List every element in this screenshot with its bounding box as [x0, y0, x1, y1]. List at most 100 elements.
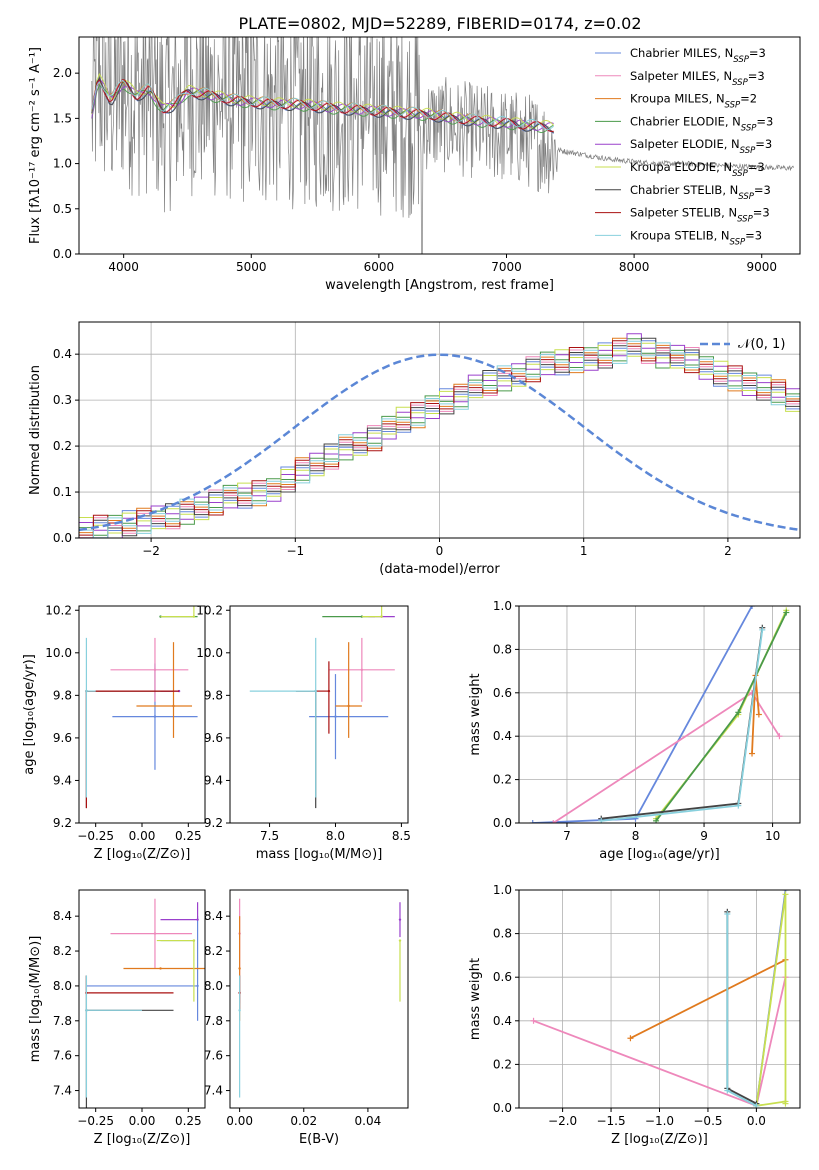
y-tick-label: 10.0	[196, 646, 223, 660]
x-tick-label: 6000	[364, 260, 395, 274]
y-axis-label: Flux [fλ10⁻¹⁷ erg cm⁻² s⁻¹ A⁻¹]	[28, 47, 43, 244]
legend-tail: =3	[745, 228, 762, 242]
data-point	[380, 615, 383, 618]
y-tick-label: 0.4	[53, 347, 72, 361]
y-tick-label: 9.2	[53, 816, 72, 830]
legend-label: Kroupa STELIB, NSSP=3	[630, 228, 762, 247]
x-tick-label: 10	[765, 829, 780, 843]
data-point	[238, 967, 241, 970]
normal-distribution-curve	[79, 353, 800, 532]
axes-frame	[78, 605, 206, 824]
legend-tail: =3	[749, 46, 766, 60]
legend-tail: =3	[748, 69, 765, 83]
legend-subscript: SSP	[741, 123, 757, 133]
legend-label: Salpeter STELIB, NSSP=3	[630, 206, 770, 225]
x-tick-label: 8.0	[326, 829, 345, 843]
legend-label: Salpeter ELODIE, NSSP=3	[630, 137, 772, 156]
legend-subscript: SSP	[737, 215, 753, 225]
y-tick-label: 7.4	[204, 1084, 223, 1098]
data-point	[314, 689, 317, 693]
residual-histogram-3	[79, 337, 800, 538]
legend-subscript: SSP	[732, 78, 748, 88]
legend-label: Chabrier MILES, NSSP=3	[630, 46, 766, 65]
y-tick-label: 0.1	[53, 485, 72, 499]
weight-line-7	[601, 629, 764, 822]
residual-histogram-8	[79, 340, 800, 536]
y-tick-label: 0.4	[493, 729, 512, 743]
weight-vs-age-panel: 7 8 9 10 0.0 0.2 0.4 0.6 0.8 1.0 age [log₁₀(age/yr…	[468, 599, 801, 862]
data-point	[327, 689, 331, 693]
data-point	[172, 704, 175, 708]
y-tick-label: 7.6	[53, 1049, 72, 1063]
data-point	[192, 939, 196, 942]
data-point	[347, 704, 350, 708]
weight-line-4	[655, 609, 788, 820]
weight-line-5	[726, 911, 757, 1105]
residual-histogram-4	[79, 338, 800, 536]
y-tick-label: 1.0	[493, 883, 512, 897]
axes-frame	[78, 889, 206, 1109]
x-tick-label: 7.5	[260, 829, 279, 843]
y-tick-label: 1.0	[53, 157, 72, 171]
x-tick-label: 0.25	[175, 829, 202, 843]
x-axis-label: E(B-V)	[299, 1132, 339, 1147]
axes-frame	[229, 889, 409, 1109]
legend-tail: =2	[740, 92, 757, 106]
x-tick-label: 8.5	[392, 829, 411, 843]
x-tick-label: 9000	[746, 260, 777, 274]
y-tick-label: 9.2	[204, 816, 223, 830]
weight-line-6	[726, 914, 757, 1107]
x-tick-label: 0.00	[129, 829, 156, 843]
y-tick-label: 10.2	[45, 603, 72, 617]
data-point	[398, 918, 402, 921]
model-line-7	[91, 76, 555, 134]
plot-area	[91, 37, 794, 254]
data-point	[334, 715, 337, 718]
x-tick-label: 9	[700, 829, 708, 843]
x-tick-label: 5000	[236, 260, 267, 274]
data-point	[360, 668, 364, 672]
x-tick-label: 2	[724, 544, 732, 558]
data-point	[85, 689, 88, 693]
weight-line-6	[601, 627, 764, 820]
y-tick-label: 9.8	[204, 688, 223, 702]
x-tick-label: 8	[632, 829, 640, 843]
weight-line-2	[629, 958, 786, 1040]
y-tick-label: 8.2	[53, 944, 72, 958]
y-tick-label: 0.0	[53, 531, 72, 545]
legend-subscript: SSP	[725, 101, 741, 111]
y-tick-label: 1.5	[53, 111, 72, 125]
data-point	[196, 918, 199, 921]
y-tick-label: 10.0	[45, 646, 72, 660]
y-tick-label: 1.0	[493, 599, 512, 613]
plot-area	[529, 606, 790, 823]
data-point	[196, 984, 199, 988]
legend-tail: =3	[755, 137, 772, 151]
y-tick-label: 8.4	[53, 909, 72, 923]
age-vs-metallicity-panel: −0.25 0.00 0.25 9.2 9.4 9.6 9.8 10.0 10.2 Z [log₁…	[22, 603, 206, 862]
model-line-9	[91, 79, 555, 130]
y-axis-label: mass weight	[468, 958, 483, 1040]
y-tick-label: 0.4	[493, 1014, 512, 1028]
plot-area	[85, 898, 205, 1108]
legend-subscript: SSP	[730, 237, 746, 247]
axes-frame	[78, 36, 801, 255]
x-axis-label: Z [log₁₀(Z/Z⊙)]	[94, 1132, 191, 1147]
figure-title: PLATE=0802, MJD=52289, FIBERID=0174, z=0…	[238, 14, 641, 33]
x-tick-label: 0.02	[290, 1114, 317, 1128]
legend-subscript: SSP	[738, 192, 754, 202]
x-tick-label: −0.25	[77, 1114, 114, 1128]
x-tick-label: 0	[436, 544, 444, 558]
x-tick-label: 4000	[108, 260, 139, 274]
x-axis-label: age [log₁₀(age/yr)]	[599, 847, 720, 862]
legend-label: Kroupa ELODIE, NSSP=3	[630, 160, 765, 179]
x-tick-label: 0.25	[175, 1114, 202, 1128]
age-vs-mass-panel: 7.5 8.0 8.5 9.2 9.4 9.6 9.8 10.0 10.2 mass [log₁₀…	[196, 603, 411, 862]
x-tick-label: 0.04	[355, 1114, 382, 1128]
x-tick-label: 1	[580, 544, 588, 558]
observed-spectrum-line	[91, 37, 794, 254]
legend-tail: =3	[754, 183, 771, 197]
y-tick-label: 2.0	[53, 66, 72, 80]
y-tick-label: 7.6	[204, 1049, 223, 1063]
